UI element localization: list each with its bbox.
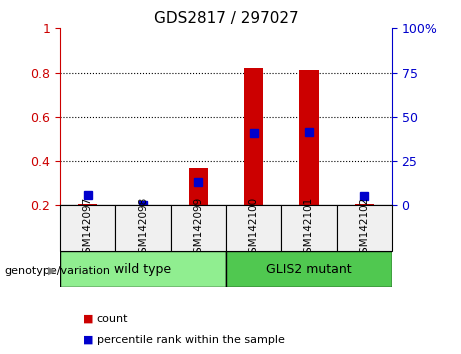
Title: GDS2817 / 297027: GDS2817 / 297027 (154, 11, 298, 26)
Bar (355, 204, 374, 205)
Bar (299, 70, 319, 205)
Bar (189, 168, 208, 205)
FancyBboxPatch shape (337, 205, 392, 251)
Bar (244, 68, 263, 205)
Text: wild type: wild type (114, 263, 171, 275)
Text: GSM142101: GSM142101 (304, 197, 314, 260)
Text: ■: ■ (83, 314, 94, 324)
FancyBboxPatch shape (60, 251, 226, 287)
Text: percentile rank within the sample: percentile rank within the sample (97, 335, 285, 345)
Text: GSM142097: GSM142097 (83, 197, 93, 260)
Text: genotype/variation: genotype/variation (5, 266, 111, 276)
Text: GSM142099: GSM142099 (193, 197, 203, 260)
FancyBboxPatch shape (171, 205, 226, 251)
Text: count: count (97, 314, 128, 324)
Bar (78, 204, 97, 205)
FancyBboxPatch shape (115, 205, 171, 251)
Text: GSM142098: GSM142098 (138, 197, 148, 260)
Text: GLIS2 mutant: GLIS2 mutant (266, 263, 352, 275)
Text: GSM142102: GSM142102 (359, 197, 369, 260)
FancyBboxPatch shape (281, 205, 337, 251)
FancyBboxPatch shape (226, 205, 281, 251)
Text: GSM142100: GSM142100 (248, 197, 259, 260)
Text: ■: ■ (83, 335, 94, 345)
Text: ▶: ▶ (48, 266, 57, 276)
FancyBboxPatch shape (60, 205, 115, 251)
FancyBboxPatch shape (226, 251, 392, 287)
